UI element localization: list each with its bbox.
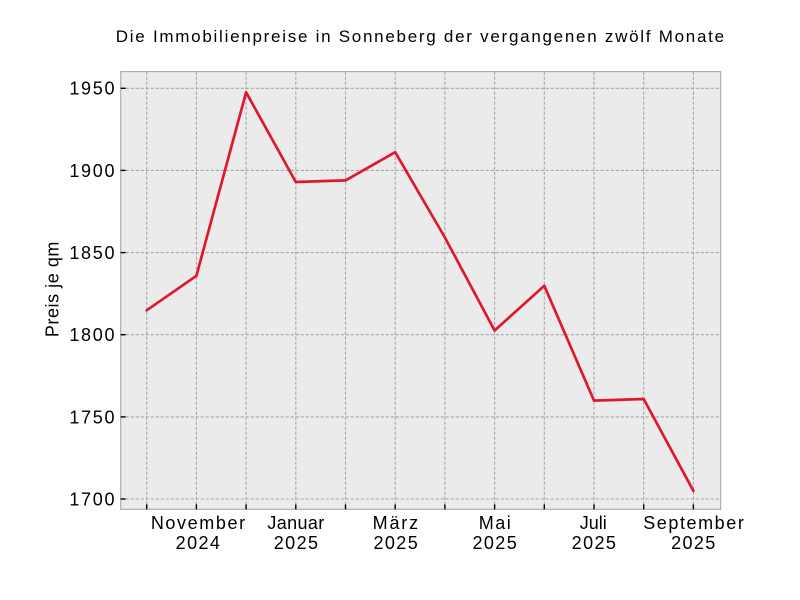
svg-text:2025: 2025 <box>274 533 320 553</box>
svg-text:2025: 2025 <box>373 533 419 553</box>
svg-text:März: März <box>373 513 420 533</box>
svg-text:2025: 2025 <box>671 533 717 553</box>
svg-text:1950: 1950 <box>69 79 116 99</box>
svg-text:November: November <box>151 513 247 533</box>
svg-text:1700: 1700 <box>69 489 116 509</box>
svg-text:Januar: Januar <box>267 513 324 533</box>
svg-text:Die Immobilienpreise in Sonneb: Die Immobilienpreise in Sonneberg der ve… <box>116 27 726 46</box>
svg-text:2024: 2024 <box>176 533 222 553</box>
svg-text:September: September <box>643 513 745 533</box>
svg-text:1750: 1750 <box>69 407 116 427</box>
svg-text:Juli: Juli <box>580 513 607 533</box>
svg-text:2025: 2025 <box>572 533 618 553</box>
svg-text:1850: 1850 <box>69 243 116 263</box>
svg-text:1800: 1800 <box>69 325 116 345</box>
svg-text:Preis je qm: Preis je qm <box>43 241 63 337</box>
svg-text:1900: 1900 <box>69 161 116 181</box>
svg-text:2025: 2025 <box>472 533 518 553</box>
svg-text:Mai: Mai <box>479 513 513 533</box>
